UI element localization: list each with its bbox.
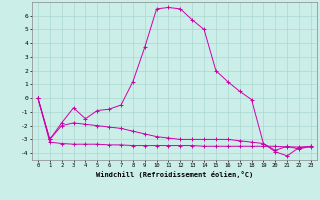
X-axis label: Windchill (Refroidissement éolien,°C): Windchill (Refroidissement éolien,°C)	[96, 171, 253, 178]
